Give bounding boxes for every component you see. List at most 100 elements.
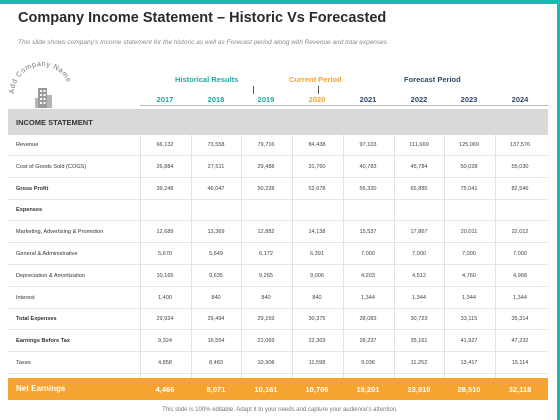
income-statement-heading: INCOME STATEMENT xyxy=(16,118,93,127)
cell-value: 111,669 xyxy=(409,142,429,148)
period-divider-marker xyxy=(318,86,319,94)
cell-value: 1,344 xyxy=(412,294,426,301)
cell-value: 73,558 xyxy=(207,142,225,148)
year-header-2021: 2021 xyxy=(359,95,377,104)
cell-value: 9,006 xyxy=(310,272,324,279)
cell-value: 11,598 xyxy=(308,360,326,366)
cell-value: 4,858 xyxy=(158,360,172,366)
net-earnings-label: Net Earnings xyxy=(16,384,66,393)
cell-value: 9,265 xyxy=(259,272,273,279)
cell-value: 30,375 xyxy=(308,316,326,323)
year-header-2023: 2023 xyxy=(460,95,478,104)
cell-value: 22,303 xyxy=(308,338,326,345)
cell-value: 7,000 xyxy=(462,251,476,257)
cell-value: 8,483 xyxy=(209,360,223,366)
cell-value: 840 xyxy=(312,294,322,301)
page-subtitle: This slide shows company's Income statem… xyxy=(18,39,388,46)
cell-value: 13,369 xyxy=(207,229,225,236)
cell-value: 65,885 xyxy=(410,185,428,192)
cell-value: 40,783 xyxy=(359,163,377,170)
cell-value: 84,438 xyxy=(308,142,326,148)
net-earnings-2018: 8,071 xyxy=(206,385,226,394)
period-divider-marker xyxy=(253,86,254,94)
building-icon xyxy=(35,88,52,108)
cell-value: 97,103 xyxy=(359,142,377,148)
column-divider xyxy=(394,135,395,378)
net-earnings-2024: 32,118 xyxy=(508,385,532,394)
cell-value: 14,138 xyxy=(308,229,326,236)
cell-value: 10,908 xyxy=(257,360,275,366)
cell-value: 7,000 xyxy=(412,251,426,257)
column-divider xyxy=(191,135,192,378)
cell-value: 840 xyxy=(211,294,221,301)
cell-value: 55,030 xyxy=(511,163,529,170)
cell-value: 1,344 xyxy=(361,294,375,301)
year-header-2024: 2024 xyxy=(511,95,529,104)
table-row: Revenue 66,132 73,558 79,716 84,438 97,103 111… xyxy=(8,135,548,156)
cell-value: 28,083 xyxy=(359,316,377,323)
row-label: Gross Profit xyxy=(16,185,49,192)
cell-value: 47,232 xyxy=(511,338,529,345)
row-label: Depreciation & Amortization xyxy=(16,272,86,279)
cell-value: 66,132 xyxy=(156,142,174,148)
cell-value: 10,165 xyxy=(156,272,174,279)
cell-value: 5,670 xyxy=(158,251,172,257)
cell-value: 125,069 xyxy=(458,142,480,148)
company-logo-placeholder[interactable]: Add Company Name xyxy=(8,58,72,116)
cell-value: 21,069 xyxy=(257,338,275,345)
cell-value: 9,635 xyxy=(209,272,223,279)
cell-value: 9,036 xyxy=(361,360,375,366)
cell-value: 11,252 xyxy=(410,360,428,366)
cell-value: 4,203 xyxy=(361,272,375,279)
cell-value: 13,417 xyxy=(460,360,478,366)
cell-value: 26,884 xyxy=(156,163,174,170)
cell-value: 50,028 xyxy=(460,163,478,170)
year-header-2022: 2022 xyxy=(410,95,428,104)
net-earnings-2023: 28,510 xyxy=(457,385,481,394)
cell-value: 7,000 xyxy=(513,251,527,257)
table-row: Total Expenses 29,924 29,494 29,159 30,375 28… xyxy=(8,309,548,331)
cell-value: 28,237 xyxy=(359,338,377,345)
year-header-2020: 2020 xyxy=(308,95,326,104)
cell-value: 56,320 xyxy=(359,185,377,192)
cell-value: 15,537 xyxy=(359,229,377,236)
row-label: Earnings Before Tax xyxy=(16,338,70,345)
cell-value: 4,512 xyxy=(412,272,426,279)
column-divider xyxy=(292,135,293,378)
cell-value: 39,248 xyxy=(156,185,174,192)
cell-value: 35,161 xyxy=(410,338,428,345)
cell-value: 46,047 xyxy=(207,185,225,192)
cell-value: 29,159 xyxy=(257,316,275,323)
table-row: Depreciation & Amortization 10,165 9,635 9,… xyxy=(8,266,548,287)
footer-note: This slide is 100% editable. Adapt it to… xyxy=(162,407,398,413)
cell-value: 29,488 xyxy=(257,163,275,170)
cell-value: 17,867 xyxy=(410,229,428,236)
cell-value: 52,678 xyxy=(308,185,326,192)
row-label: Cost of Goods Sold (COGS) xyxy=(16,163,87,170)
cell-value: 12,689 xyxy=(156,229,174,236)
year-underline xyxy=(140,105,548,106)
cell-value: 79,716 xyxy=(257,142,275,148)
row-label: Interest xyxy=(16,294,35,301)
column-divider xyxy=(241,135,242,378)
cell-value: 4,760 xyxy=(462,272,476,279)
cell-value: 15,114 xyxy=(511,360,529,366)
forecast-period-label: Forecast Period xyxy=(404,75,461,84)
row-label: Revenue xyxy=(16,142,39,148)
table-row: Cost of Goods Sold (COGS) 26,884 27,511 29,… xyxy=(8,157,548,178)
cell-value: 33,115 xyxy=(460,316,478,323)
page-title: Company Income Statement – Historic Vs F… xyxy=(18,10,387,26)
table-row: Gross Profit 39,248 46,047 50,228 52,678 56,3… xyxy=(8,179,548,200)
column-divider xyxy=(495,135,496,378)
table-header-band xyxy=(8,109,548,135)
table-row: Marketing, Advertising & Promotion 12,689… xyxy=(8,222,548,244)
year-header-2017: 2017 xyxy=(156,95,174,104)
net-earnings-2022: 23,910 xyxy=(407,385,431,394)
cell-value: 4,968 xyxy=(513,272,527,279)
row-label: Marketing, Advertising & Promotion xyxy=(16,229,104,236)
table-row: Earnings Before Tax 9,324 16,554 21,069 22,3… xyxy=(8,331,548,353)
year-header-2019: 2019 xyxy=(257,95,275,104)
cell-value: 45,784 xyxy=(410,163,428,170)
cell-value: 1,344 xyxy=(462,294,476,301)
historical-results-label: Historical Results xyxy=(175,75,239,84)
